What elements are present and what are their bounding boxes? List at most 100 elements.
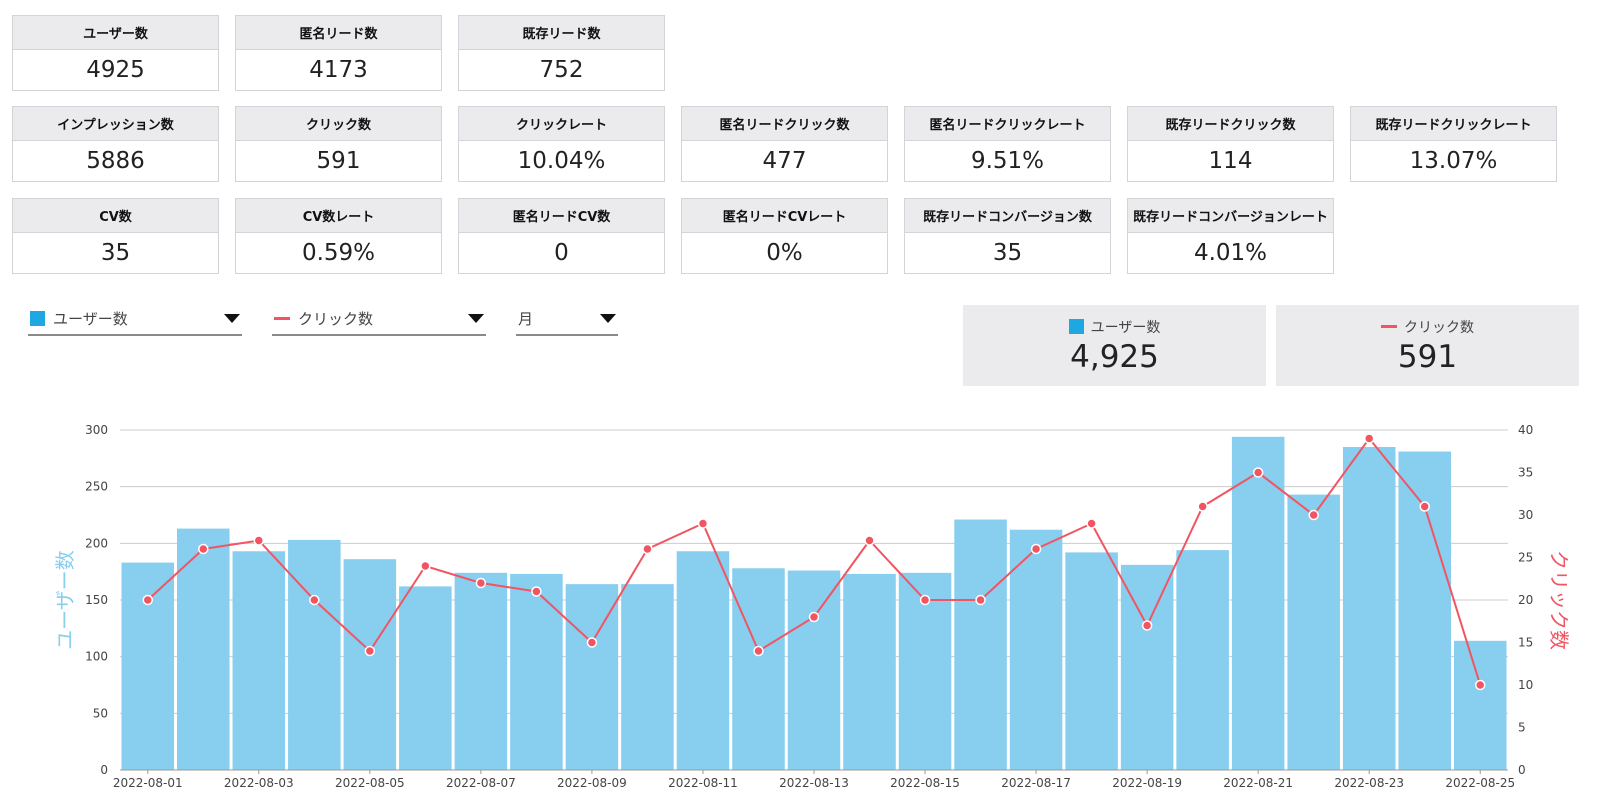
click-point: [475, 577, 487, 589]
x-tick-label: 2022-08-13: [779, 776, 849, 790]
x-tick-label: 2022-08-01: [113, 776, 183, 790]
metric-value: 9.51%: [970, 148, 1045, 174]
bar-metric-select-value: ユーザー数: [53, 309, 128, 328]
chevron-down-icon[interactable]: [600, 313, 616, 323]
metric-card-existing-lead-conversion-rate: 既存リードコンバージョンレート 4.01%: [1127, 198, 1334, 274]
bar: [954, 519, 1007, 770]
metric-label: 既存リードコンバージョン数: [905, 199, 1110, 233]
period-select-value: 月: [518, 309, 534, 328]
metric-card-anonymous-lead-cv-rate: 匿名リードCVレート 0%: [681, 198, 888, 274]
chevron-down-icon[interactable]: [224, 313, 240, 323]
bar: [1398, 451, 1451, 770]
metric-card-users: ユーザー数 4925: [12, 15, 219, 91]
bar-metric-select[interactable]: ユーザー数: [28, 302, 242, 336]
metric-label: インプレッション数: [13, 107, 218, 141]
bar-series-swatch-icon: [1068, 319, 1084, 334]
period-select[interactable]: 月: [516, 302, 618, 336]
combo-chart: 0 50 100 150 200 250 300 0 5 10 15 20 25 30 35 40 2022-0…: [53, 423, 1571, 790]
summary-bar-metric: ユーザー数 4,925: [963, 305, 1266, 386]
line-metric-select[interactable]: クリック数: [272, 302, 486, 336]
y-tick-label: 200: [85, 536, 108, 550]
bar: [565, 584, 619, 770]
click-point: [1474, 679, 1486, 691]
chevron-down-icon[interactable]: [468, 313, 484, 323]
click-point: [642, 543, 653, 555]
y-tick-label: 300: [85, 423, 108, 437]
y-tick-label: 150: [85, 593, 108, 607]
metric-label: 匿名リード数: [236, 16, 441, 50]
click-point: [753, 645, 764, 657]
metric-card-click-rate: クリックレート 10.04%: [458, 106, 665, 182]
x-tick-label: 2022-08-17: [1001, 776, 1071, 790]
bar: [399, 586, 452, 770]
bar-series-swatch-icon: [30, 310, 45, 326]
metric-label: 既存リードクリックレート: [1351, 107, 1556, 141]
click-point: [253, 535, 265, 546]
click-point: [1252, 467, 1264, 478]
click-point: [1141, 620, 1153, 631]
x-tick-label: 2022-08-05: [335, 776, 405, 790]
metric-card-anonymous-lead-cv: 匿名リードCV数 0: [458, 198, 665, 274]
x-tick-label: 2022-08-11: [668, 776, 738, 790]
line-series-swatch-icon: [274, 316, 290, 320]
metric-value: 35: [100, 240, 131, 266]
summary-line-metric: クリック数 591: [1276, 305, 1579, 386]
metric-value: 13.07%: [1409, 148, 1498, 174]
metric-card-anonymous-lead-click-rate: 匿名リードクリックレート 9.51%: [904, 106, 1111, 182]
metric-value: 0%: [766, 240, 803, 266]
metric-card-existing-lead-conversions: 既存リードコンバージョン数 35: [904, 198, 1111, 274]
bar: [121, 562, 175, 770]
click-point: [198, 543, 209, 555]
metric-label: 匿名リードCV数: [459, 199, 664, 233]
bar: [1009, 529, 1063, 770]
click-point: [808, 611, 820, 623]
click-point: [142, 594, 154, 606]
y-tick-label: 100: [85, 650, 108, 664]
metric-card-existing-lead-click-rate: 既存リードクリックレート 13.07%: [1350, 106, 1557, 182]
bar: [1176, 550, 1229, 770]
summary-line-label: クリック数: [1404, 319, 1474, 336]
metric-value: 4925: [86, 57, 145, 83]
metric-value: 591: [316, 148, 361, 174]
bar: [1120, 564, 1174, 770]
metric-value: 4.01%: [1193, 240, 1268, 266]
y2-tick-label: 20: [1518, 593, 1533, 607]
metric-label: 匿名リードCVレート: [682, 199, 887, 233]
click-point: [364, 645, 376, 657]
y-tick-label: 250: [85, 480, 108, 494]
metric-card-anonymous-leads: 匿名リード数 4173: [235, 15, 442, 91]
bar: [177, 528, 230, 770]
y-tick-label: 0: [100, 763, 108, 777]
metric-card-existing-leads: 既存リード数 752: [458, 15, 665, 91]
click-point: [1419, 501, 1430, 512]
click-point: [864, 535, 875, 546]
bar: [898, 572, 952, 770]
bar: [732, 568, 785, 770]
x-tick-label: 2022-08-09: [557, 776, 627, 790]
metric-card-impressions: インプレッション数 5886: [12, 106, 219, 182]
metric-card-cv-rate: CV数レート 0.59%: [235, 198, 442, 274]
y2-axis-title: クリック数: [1547, 550, 1571, 650]
bar: [454, 572, 508, 770]
bar: [787, 570, 841, 770]
click-point: [420, 560, 431, 572]
metric-value: 35: [992, 240, 1023, 266]
x-tick-label: 2022-08-15: [890, 776, 960, 790]
metric-label: 既存リード数: [459, 16, 664, 50]
bar: [1231, 436, 1285, 770]
y2-tick-label: 25: [1518, 551, 1533, 565]
metric-value: 0.59%: [301, 240, 376, 266]
metric-label: クリックレート: [459, 107, 664, 141]
click-point: [1308, 509, 1319, 521]
bar: [1065, 552, 1118, 770]
line-metric-select-value: クリック数: [298, 309, 374, 328]
y2-tick-label: 35: [1518, 466, 1533, 480]
x-tick-label: 2022-08-25: [1445, 776, 1515, 790]
line-series-swatch-icon: [1381, 325, 1397, 328]
metric-value: 5886: [86, 148, 145, 174]
metric-card-cv: CV数 35: [12, 198, 219, 274]
bar: [1453, 640, 1507, 770]
click-point: [975, 594, 986, 606]
metric-value: 10.04%: [517, 148, 606, 174]
metric-value: 4173: [309, 57, 368, 83]
